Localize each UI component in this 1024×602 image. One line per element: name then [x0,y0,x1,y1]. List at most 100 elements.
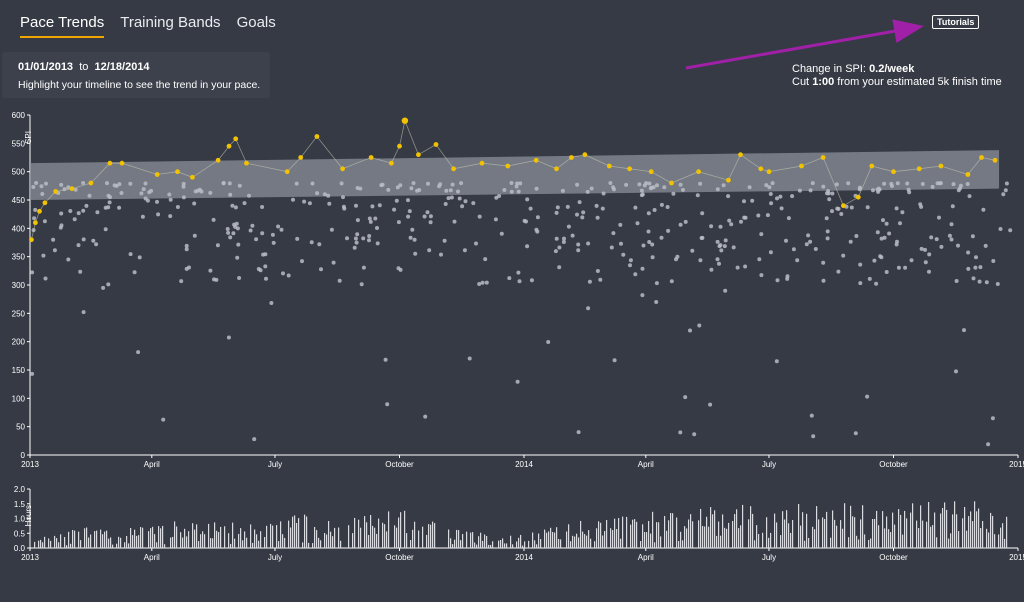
hours-bar [774,513,776,548]
run-point [141,187,146,192]
run-point [874,281,879,286]
hours-bar [776,522,778,548]
hours-bar [868,540,870,548]
hours-bar [596,528,598,548]
run-point [723,288,728,293]
run-point [81,310,86,315]
spi-summary: Change in SPI: 0.2/week Cut 1:00 from yo… [792,63,1002,89]
hours-ytick-label: 1.5 [14,500,26,509]
run-point [359,282,364,287]
hours-bar [308,542,310,548]
hours-bar [478,536,480,548]
hours-bar [684,526,686,548]
hours-bar [112,544,114,548]
run-point [439,252,443,257]
tab-training-bands[interactable]: Training Bands [120,14,221,31]
run-point [361,265,366,270]
run-point [557,265,562,270]
hours-bar [676,517,678,548]
run-point [535,215,540,220]
hours-bar [876,510,878,548]
hours-bar [510,535,512,548]
hours-bar [802,512,804,548]
run-point [383,357,388,362]
hours-bar [180,532,182,548]
run-point [42,219,47,224]
run-point [973,265,978,270]
run-point [770,181,775,186]
hours-bar-chart[interactable]: 0.0 0.5 1.0 1.5 2.0 2013 April July October 2014 A… [14,485,1024,562]
run-point [717,244,722,249]
run-point [775,278,780,283]
run-point [128,181,133,186]
run-point [858,281,863,286]
run-point [834,182,839,187]
run-point [167,192,172,197]
run-point [386,187,391,192]
hours-bar [374,527,376,548]
run-point [813,247,818,251]
hours-bar [218,532,220,548]
run-point [611,231,616,236]
run-point [261,252,266,257]
tab-pace-trends[interactable]: Pace Trends [20,14,105,38]
run-point [709,267,714,272]
run-point [554,236,559,241]
hours-bar [382,522,384,548]
hours-bar [288,520,290,548]
run-point [184,266,189,271]
run-point [395,185,400,190]
run-point [94,242,99,247]
hours-bar [126,536,128,548]
run-point [515,379,520,384]
hours-bar [182,537,184,548]
run-point [499,231,504,236]
hours-bar [724,527,726,548]
hours-bar [304,514,306,548]
best-run-point [451,166,456,172]
spi-xtick-label: October [385,460,414,469]
best-run-point [758,166,764,172]
run-point [827,197,832,202]
run-point [576,242,581,247]
hours-bar [1006,516,1008,548]
run-point [830,209,834,214]
run-point [560,188,565,193]
run-point [41,253,46,258]
spi-ticks: 0 50 100 150 200 250 300 350 400 450 500 550 600 2013… [12,111,1024,469]
main-tabs: Pace Trends Training Bands Goals [20,14,292,38]
run-point [715,187,720,192]
hours-bar [152,526,154,548]
hours-bar [710,507,712,548]
hours-bar [334,527,336,548]
run-point [331,260,336,265]
hours-bar [430,524,432,548]
run-point [695,193,700,198]
run-point [929,235,934,240]
hours-bar [594,541,596,548]
spi-scatter-chart[interactable]: 0 50 100 150 200 250 300 350 400 450 500 550 600 2013… [12,111,1024,469]
run-point [480,280,485,285]
run-point [747,185,752,190]
run-point [612,187,616,192]
hours-bar [634,519,636,548]
run-point [1004,181,1009,186]
run-point [72,217,77,222]
tab-goals[interactable]: Goals [236,14,276,31]
tutorials-button[interactable]: Tutorials [932,15,980,29]
run-point [375,226,379,230]
run-point [810,181,815,186]
hours-bar [164,544,166,548]
hours-bar [728,522,730,548]
hours-bar [454,539,456,548]
hours-bar [808,538,810,548]
run-point [983,243,988,248]
hours-bar [894,524,896,548]
run-point [147,190,152,195]
best-run-point [965,172,971,177]
hours-bar [932,525,934,548]
hours-bar [836,525,838,548]
hours-bar [88,537,90,548]
hours-bar [568,524,570,548]
run-point [101,285,106,290]
